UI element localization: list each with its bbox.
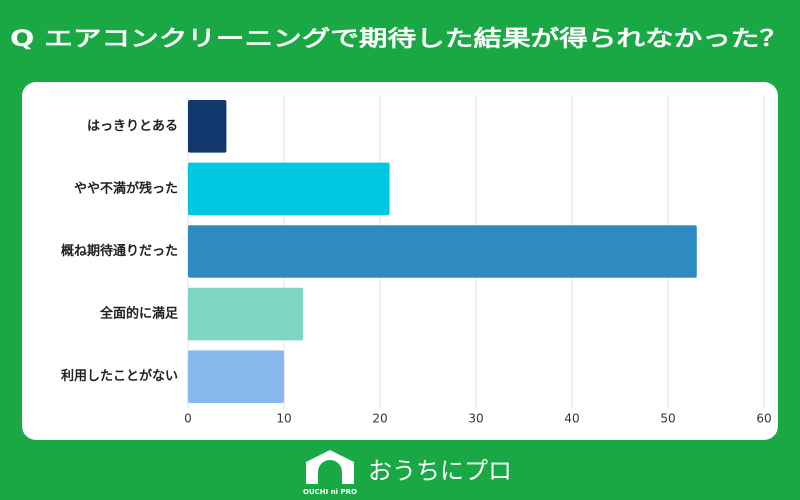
bar [188,350,284,403]
x-tick-label: 40 [564,412,579,426]
bar [188,225,697,278]
x-tick-label: 0 [184,412,192,426]
x-tick-label: 30 [468,412,483,426]
y-tick-label: 全面的に満足 [99,306,179,322]
logo-name: おうちにプロ [368,457,512,485]
logo-door [318,460,342,484]
y-tick-label: はっきりとある [87,119,178,134]
bar [188,287,304,341]
y-tick-label: 利用したことがない [61,368,178,384]
chart-title: Q エアコンクリーニングで期待した結果が得られなかった？ [10,26,788,52]
x-tick-label: 60 [756,412,771,426]
x-tick-label: 10 [276,412,291,426]
x-tick-label: 20 [372,412,387,426]
bar [188,100,227,153]
y-tick-label: やや不満が残った [74,180,178,196]
logo-sub: OUCHI ni PRO [303,488,357,496]
y-tick-label: 概ね期待通りだった [61,243,178,259]
x-tick-label: 50 [660,412,675,426]
bar [188,162,390,216]
logo: OUCHI ni PRO おうちにプロ [303,450,512,496]
